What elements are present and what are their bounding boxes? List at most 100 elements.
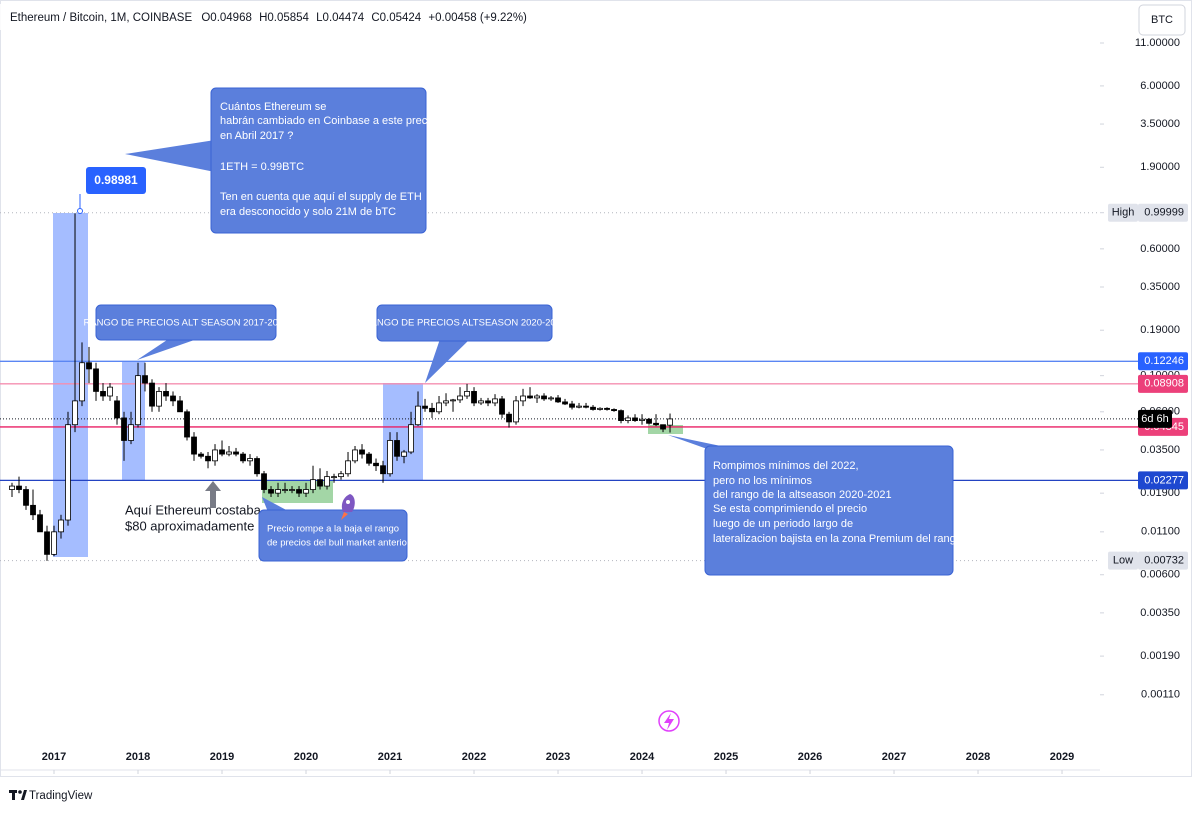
price-label-box bbox=[1138, 374, 1188, 393]
candle-body bbox=[261, 473, 267, 490]
candle-body bbox=[254, 458, 260, 475]
candle-body bbox=[9, 485, 15, 490]
candle-body bbox=[415, 405, 421, 426]
candle-body bbox=[275, 489, 281, 494]
callout-text: Precio rompe a la baja el rango bbox=[267, 524, 399, 535]
callout-text: Ten en cuenta que aquí el supply de ETH bbox=[220, 191, 422, 203]
candles-layer bbox=[9, 213, 673, 561]
logo-part bbox=[18, 790, 22, 794]
candle-body bbox=[191, 436, 197, 455]
candle-body bbox=[611, 409, 617, 412]
currency[interactable]: BTC bbox=[1151, 14, 1173, 26]
y-tick-label: 0.01100 bbox=[1141, 526, 1180, 538]
candle-body bbox=[149, 382, 155, 407]
candle-body bbox=[450, 399, 456, 402]
candle-body bbox=[79, 362, 85, 402]
callout-text: luego de un periodo largo de bbox=[713, 518, 853, 530]
note-text: $80 aproximadamente bbox=[125, 518, 254, 533]
y-tick-label: 6.00000 bbox=[1140, 80, 1180, 92]
x-tick-label: 2020 bbox=[294, 751, 318, 763]
logo-part bbox=[21, 790, 27, 800]
candle-body bbox=[513, 400, 519, 423]
x-tick-label: 2017 bbox=[42, 751, 66, 763]
candle-body bbox=[170, 395, 176, 402]
candle-body bbox=[499, 398, 505, 415]
candle-body bbox=[506, 413, 512, 423]
symbol: Ethereum / Bitcoin, 1M, COINBASE bbox=[10, 12, 192, 24]
logo-part bbox=[12, 790, 15, 800]
candle-body bbox=[30, 504, 36, 516]
note-text: Aquí Ethereum costaba bbox=[125, 502, 262, 517]
candle-body bbox=[408, 424, 414, 453]
candle-body bbox=[457, 395, 463, 401]
price-label-box bbox=[1138, 471, 1188, 490]
callout-text: pero no los mínimos bbox=[713, 475, 813, 487]
candle-body bbox=[422, 405, 428, 409]
candle-body bbox=[100, 391, 106, 397]
candle-body bbox=[562, 401, 568, 405]
candle-body bbox=[86, 362, 92, 370]
candle-body bbox=[37, 514, 43, 533]
callout-breakdown bbox=[258, 509, 408, 562]
countdown-box bbox=[1138, 409, 1172, 428]
y-tick-label: 0.00350 bbox=[1140, 607, 1180, 619]
candle-body bbox=[303, 489, 309, 494]
header-bg bbox=[0, 4, 470, 30]
extreme-value: 0.99999 bbox=[1144, 207, 1184, 219]
candle-body bbox=[534, 395, 540, 399]
ohlc-open: O0.04968 bbox=[201, 12, 252, 24]
candle-body bbox=[114, 400, 120, 419]
candle-body bbox=[198, 453, 204, 457]
lightning-icon[interactable] bbox=[658, 710, 680, 732]
candle-body bbox=[345, 460, 351, 475]
candle-body bbox=[121, 417, 127, 441]
candle-body bbox=[583, 405, 589, 408]
callout-text: era desconocido y solo 21M de bTC bbox=[220, 206, 396, 218]
candle-body bbox=[653, 422, 659, 426]
candle-body bbox=[177, 400, 183, 413]
x-tick-label: 2026 bbox=[798, 751, 822, 763]
change: +0.00458 (+9.22%) bbox=[428, 12, 527, 24]
candle-body bbox=[632, 417, 638, 421]
icon-bolt[interactable] bbox=[664, 713, 674, 730]
candle-body bbox=[135, 375, 141, 426]
candle-body bbox=[597, 407, 603, 410]
ohlc-close: C0.05424 bbox=[371, 12, 421, 24]
callout-pointer bbox=[125, 140, 215, 172]
candle-body bbox=[359, 449, 365, 455]
candle-body bbox=[429, 407, 435, 413]
peak-dot bbox=[77, 208, 83, 214]
y-tick-label: 11.00000 bbox=[1135, 37, 1180, 49]
candle-body bbox=[548, 397, 554, 400]
x-tick-label: 2022 bbox=[462, 751, 486, 763]
countdown: 6d 6h bbox=[1141, 413, 1169, 425]
callout-pointer bbox=[425, 339, 470, 383]
frame bbox=[0, 0, 1192, 777]
callout-question bbox=[210, 87, 427, 234]
grid-layer: 2017 2018 2019 2020 2021 2022 2023 2024 2025 2026… bbox=[42, 751, 1074, 774]
arrow-up bbox=[205, 481, 221, 508]
callout-text: en Abril 2017 ? bbox=[220, 130, 293, 142]
candle-body bbox=[226, 451, 232, 455]
candle-body bbox=[16, 485, 22, 490]
callout-text: lateralizacion bajista en la zona Premiu… bbox=[713, 533, 962, 545]
candle-body bbox=[436, 402, 442, 413]
callout-text: Rompimos mínimos del 2022, bbox=[713, 460, 859, 472]
ohlc-low: L0.04474 bbox=[316, 12, 365, 24]
extreme-tag-box bbox=[1108, 551, 1138, 570]
price-label: 0.02277 bbox=[1144, 474, 1184, 486]
peak-label-box bbox=[86, 167, 146, 194]
legend-header: Ethereum / Bitcoin, 1M, COINBASE O0.0496… bbox=[10, 12, 527, 24]
candle-body bbox=[667, 418, 673, 426]
callout-range-2017 bbox=[95, 304, 277, 341]
candle-body bbox=[268, 489, 274, 494]
price-label-box bbox=[1138, 352, 1188, 371]
candle-body bbox=[23, 489, 29, 506]
candle-body bbox=[485, 400, 491, 404]
x-tick-label: 2028 bbox=[966, 751, 990, 763]
currency-button[interactable] bbox=[1138, 4, 1186, 36]
callout-text: del rango de la altseason 2020-2021 bbox=[713, 489, 892, 501]
candle-body bbox=[142, 375, 148, 384]
candle-body bbox=[128, 424, 134, 441]
